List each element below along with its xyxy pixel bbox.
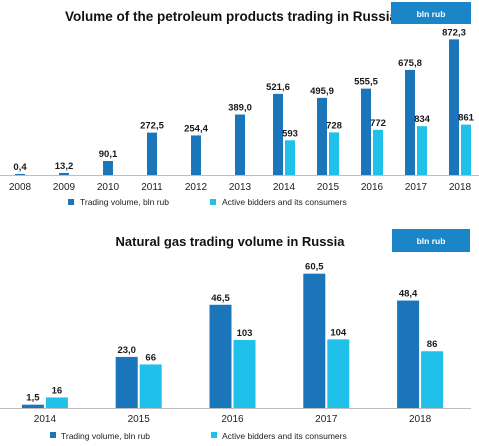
chart1-legend-swatch-trading: [68, 199, 74, 205]
label-trading-2014: 1,5: [26, 393, 40, 404]
x-tick-2008: 2008: [9, 182, 32, 193]
label-bidders-2016: 772: [370, 118, 386, 129]
bar-trading-2014: [21, 404, 44, 408]
chart2-title: Natural gas trading volume in Russia: [116, 234, 346, 249]
bar-trading-2017: [405, 69, 415, 175]
bar-bidders-2015: [329, 132, 339, 175]
label-trading-2012: 254,4: [184, 123, 208, 134]
bar-bidders-2018: [421, 351, 444, 408]
chart2-plot: 1,5 16 2014 23,0 66 2015 46,5 103 2016 60,5 104 201…: [0, 262, 471, 425]
chart1-title: Volume of the petroleum products trading…: [65, 9, 398, 24]
x-tick-2013: 2013: [229, 182, 252, 193]
label-trading-2009: 13,2: [55, 161, 74, 172]
bar-bidders-2015: [139, 364, 162, 408]
label-bidders-2018: 861: [458, 113, 475, 124]
label-bidders-2014: 593: [282, 128, 298, 139]
x-tick-2016: 2016: [361, 182, 384, 193]
chart1-legend-swatch-bidders: [210, 199, 216, 205]
label-bidders-2016: 103: [237, 328, 253, 339]
label-trading-2010: 90,1: [99, 149, 118, 160]
x-tick-2011: 2011: [141, 182, 163, 193]
bar-bidders-2016: [233, 340, 256, 408]
bar-trading-2009: [59, 172, 69, 175]
bar-trading-2018: [397, 300, 420, 408]
bar-trading-2016: [209, 304, 232, 408]
bar-trading-2014: [273, 93, 283, 175]
label-trading-2018: 872,3: [442, 27, 466, 38]
bar-bidders-2017: [417, 126, 427, 175]
label-bidders-2017: 104: [330, 327, 347, 338]
label-trading-2017: 675,8: [398, 58, 422, 69]
chart2-unit-label: bln rub: [417, 236, 446, 246]
chart2-legend-swatch-bidders: [211, 432, 217, 438]
chart1-legend: Trading volume, bln rub Active bidders a…: [68, 197, 347, 207]
label-trading-2013: 389,0: [228, 103, 252, 114]
label-trading-2018: 48,4: [399, 289, 418, 300]
x-tick-2018: 2018: [409, 414, 432, 425]
label-trading-2014: 521,6: [266, 82, 290, 93]
x-tick-2017: 2017: [405, 182, 428, 193]
chart2-unit-badge: bln rub: [392, 229, 470, 252]
bar-trading-2016: [361, 88, 371, 175]
label-trading-2015: 495,9: [310, 86, 334, 97]
bar-trading-2011: [147, 132, 157, 175]
chart2-legend-bidders: Active bidders and its consumers: [222, 431, 347, 441]
chart1-legend-trading: Trading volume, bln rub: [80, 197, 169, 207]
bar-trading-2015: [317, 97, 327, 175]
bar-trading-2015: [115, 356, 138, 408]
x-tick-2017: 2017: [315, 414, 338, 425]
chart1-unit-label: bln rub: [417, 9, 446, 19]
label-trading-2011: 272,5: [140, 121, 164, 132]
label-trading-2016: 555,5: [354, 77, 378, 88]
chart1-plot: 0,4 2008 13,2 2009 90,1 2010 272,5 2011 254,4 201…: [0, 27, 479, 193]
chart2-legend: Trading volume, bln rub Active bidders a…: [50, 431, 347, 441]
bar-bidders-2016: [373, 129, 383, 175]
bar-trading-2010: [103, 160, 113, 175]
x-tick-2010: 2010: [97, 182, 120, 193]
bar-trading-2017: [303, 273, 326, 408]
x-tick-2015: 2015: [128, 414, 151, 425]
bar-bidders-2018: [461, 124, 471, 175]
chart2-legend-trading: Trading volume, bln rub: [61, 431, 150, 441]
label-bidders-2015: 66: [145, 352, 156, 363]
x-tick-2018: 2018: [449, 182, 472, 193]
label-trading-2017: 60,5: [305, 262, 324, 273]
chart1-unit-badge: bln rub: [391, 2, 471, 24]
bar-bidders-2014: [45, 397, 68, 408]
x-tick-2016: 2016: [221, 414, 244, 425]
bar-trading-2012: [191, 135, 201, 175]
bar-trading-2008: [15, 174, 25, 175]
label-bidders-2018: 86: [427, 339, 438, 350]
x-tick-2012: 2012: [185, 182, 208, 193]
chart1-legend-bidders: Active bidders and its consumers: [222, 197, 347, 207]
label-bidders-2017: 834: [414, 114, 431, 125]
x-tick-2009: 2009: [53, 182, 76, 193]
bar-trading-2018: [449, 39, 459, 176]
label-trading-2016: 46,5: [211, 293, 230, 304]
x-tick-2015: 2015: [317, 182, 340, 193]
bar-bidders-2017: [327, 339, 350, 408]
chart2-legend-swatch-trading: [50, 432, 56, 438]
bar-trading-2013: [235, 114, 245, 175]
label-trading-2015: 23,0: [117, 345, 136, 356]
bar-bidders-2014: [285, 140, 295, 175]
label-trading-2008: 0,4: [13, 162, 27, 173]
x-tick-2014: 2014: [273, 182, 296, 193]
x-tick-2014: 2014: [34, 414, 57, 425]
label-bidders-2014: 16: [52, 385, 63, 396]
label-bidders-2015: 728: [326, 120, 342, 131]
